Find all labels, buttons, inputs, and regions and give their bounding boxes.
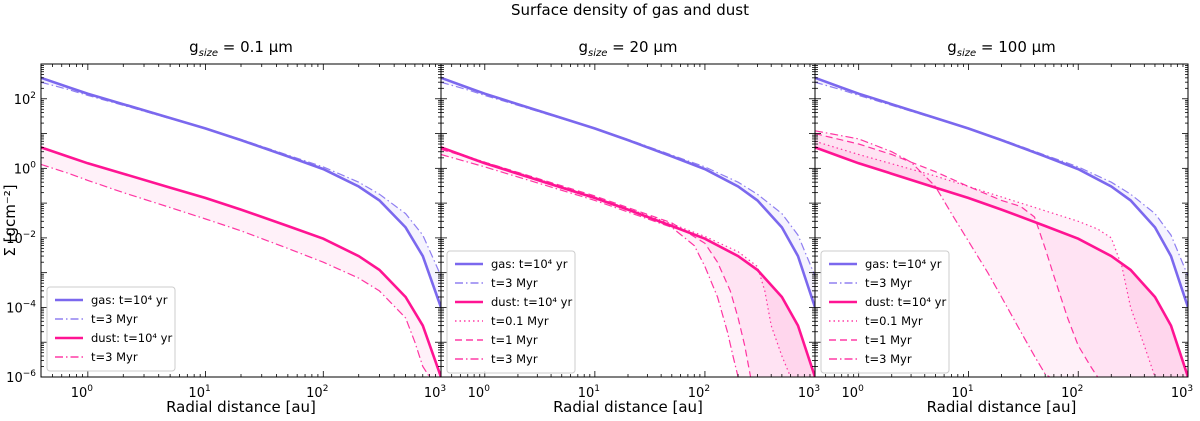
legend-box: [446, 250, 576, 374]
plot-area: [441, 76, 815, 377]
legend-label: t=0.1 Myr: [491, 314, 549, 328]
legend-label: t=3 Myr: [865, 276, 912, 290]
dust-range-band-3: [815, 130, 1188, 377]
dust-range-band-2: [441, 147, 815, 377]
plot-area: [41, 76, 441, 377]
dust-series-line-6: [441, 153, 739, 377]
x-axis-label: Radial distance [au]: [553, 398, 703, 416]
legend-label: gas: t=10⁴ yr: [491, 257, 568, 271]
x-tick-label: 100: [468, 384, 491, 401]
panel-title: gsize = 100 μm: [947, 38, 1056, 59]
x-tick-label: 103: [424, 384, 446, 401]
plot-area: [815, 76, 1188, 377]
legend-label: t=1 Myr: [865, 333, 912, 347]
y-tick-label: 100: [14, 160, 37, 177]
dust-series-line-5: [815, 133, 1099, 377]
x-tick-label: 101: [188, 384, 210, 401]
legend-label: t=3 Myr: [491, 352, 538, 366]
dust-range-band-1: [41, 147, 441, 377]
panel-title: gsize = 20 μm: [578, 38, 677, 59]
y-tick-label: 102: [14, 91, 36, 108]
x-tick-label: 102: [306, 384, 328, 401]
gas-series-line-2: [41, 81, 441, 277]
legend: gas: t=10⁴ yr t=3 Myr dust: t=10⁴ yr t=3 My…: [46, 286, 176, 372]
gas-series-line-2: [441, 81, 815, 277]
panel-title: gsize = 0.1 μm: [189, 38, 293, 59]
x-axis-label: Radial distance [au]: [166, 398, 316, 416]
legend-box: [46, 286, 176, 372]
dust-series-line-3: [815, 146, 1188, 377]
legend-label: t=3 Myr: [865, 352, 912, 366]
x-tick-label: 100: [71, 384, 94, 401]
gas-series-line-1: [815, 76, 1188, 308]
legend-label: gas: t=10⁴ yr: [91, 293, 168, 307]
x-axis-label: Radial distance [au]: [927, 398, 1077, 416]
panel-1: 100 101 102 103 10−6 10−4 10−2 100 102 gsize = 0.…: [1, 38, 446, 416]
y-tick-label: 10−2: [6, 230, 36, 247]
x-tick-label: 102: [688, 384, 710, 401]
panel-3: 100 101 102 103 gsize = 100 μm Radial distanc…: [814, 38, 1193, 416]
y-axis-label: Σ [gcm⁻²]: [1, 184, 19, 256]
legend-label: t=0.1 Myr: [865, 314, 923, 328]
dust-series-line-5: [441, 148, 752, 377]
y-tick-label: 10−4: [6, 299, 36, 316]
legend-label: dust: t=10⁴ yr: [865, 295, 946, 309]
x-tick-label: 103: [798, 384, 820, 401]
legend-label: t=3 Myr: [91, 350, 138, 364]
legend-label: t=3 Myr: [91, 312, 138, 326]
x-tick-label: 101: [578, 384, 600, 401]
legend: gas: t=10⁴ yr t=3 Myr dust: t=10⁴ yr t=0.1 …: [446, 250, 576, 374]
gas-series-line-1: [41, 76, 441, 308]
x-tick-label: 101: [951, 384, 973, 401]
gas-series-line-1: [441, 76, 815, 308]
legend-label: dust: t=10⁴ yr: [491, 295, 572, 309]
legend-label: gas: t=10⁴ yr: [865, 257, 942, 271]
dust-series-line-3: [441, 146, 815, 377]
y-tick-label: 10−6: [6, 369, 36, 386]
panel-2: 100 101 102 103 gsize = 20 μm Radial distance…: [440, 38, 820, 416]
legend-label: dust: t=10⁴ yr: [91, 331, 172, 345]
dust-range-band-2: [815, 133, 1188, 377]
legend-box: [820, 250, 950, 374]
legend-label: t=1 Myr: [491, 333, 538, 347]
dust-series-line-6: [815, 130, 1051, 377]
dust-series-line-3: [41, 146, 441, 377]
legend-label: t=3 Myr: [491, 276, 538, 290]
gas-series-line-2: [815, 81, 1188, 277]
dust-series-line-4: [441, 146, 792, 377]
figure-title: Surface density of gas and dust: [511, 1, 749, 19]
legend: gas: t=10⁴ yr t=3 Myr dust: t=10⁴ yr t=0.1 …: [820, 250, 950, 374]
x-tick-label: 100: [842, 384, 865, 401]
dust-range-band-1: [815, 141, 1188, 377]
x-tick-label: 102: [1061, 384, 1083, 401]
dust-range-band-3: [441, 147, 815, 377]
x-tick-label: 103: [1171, 384, 1193, 401]
